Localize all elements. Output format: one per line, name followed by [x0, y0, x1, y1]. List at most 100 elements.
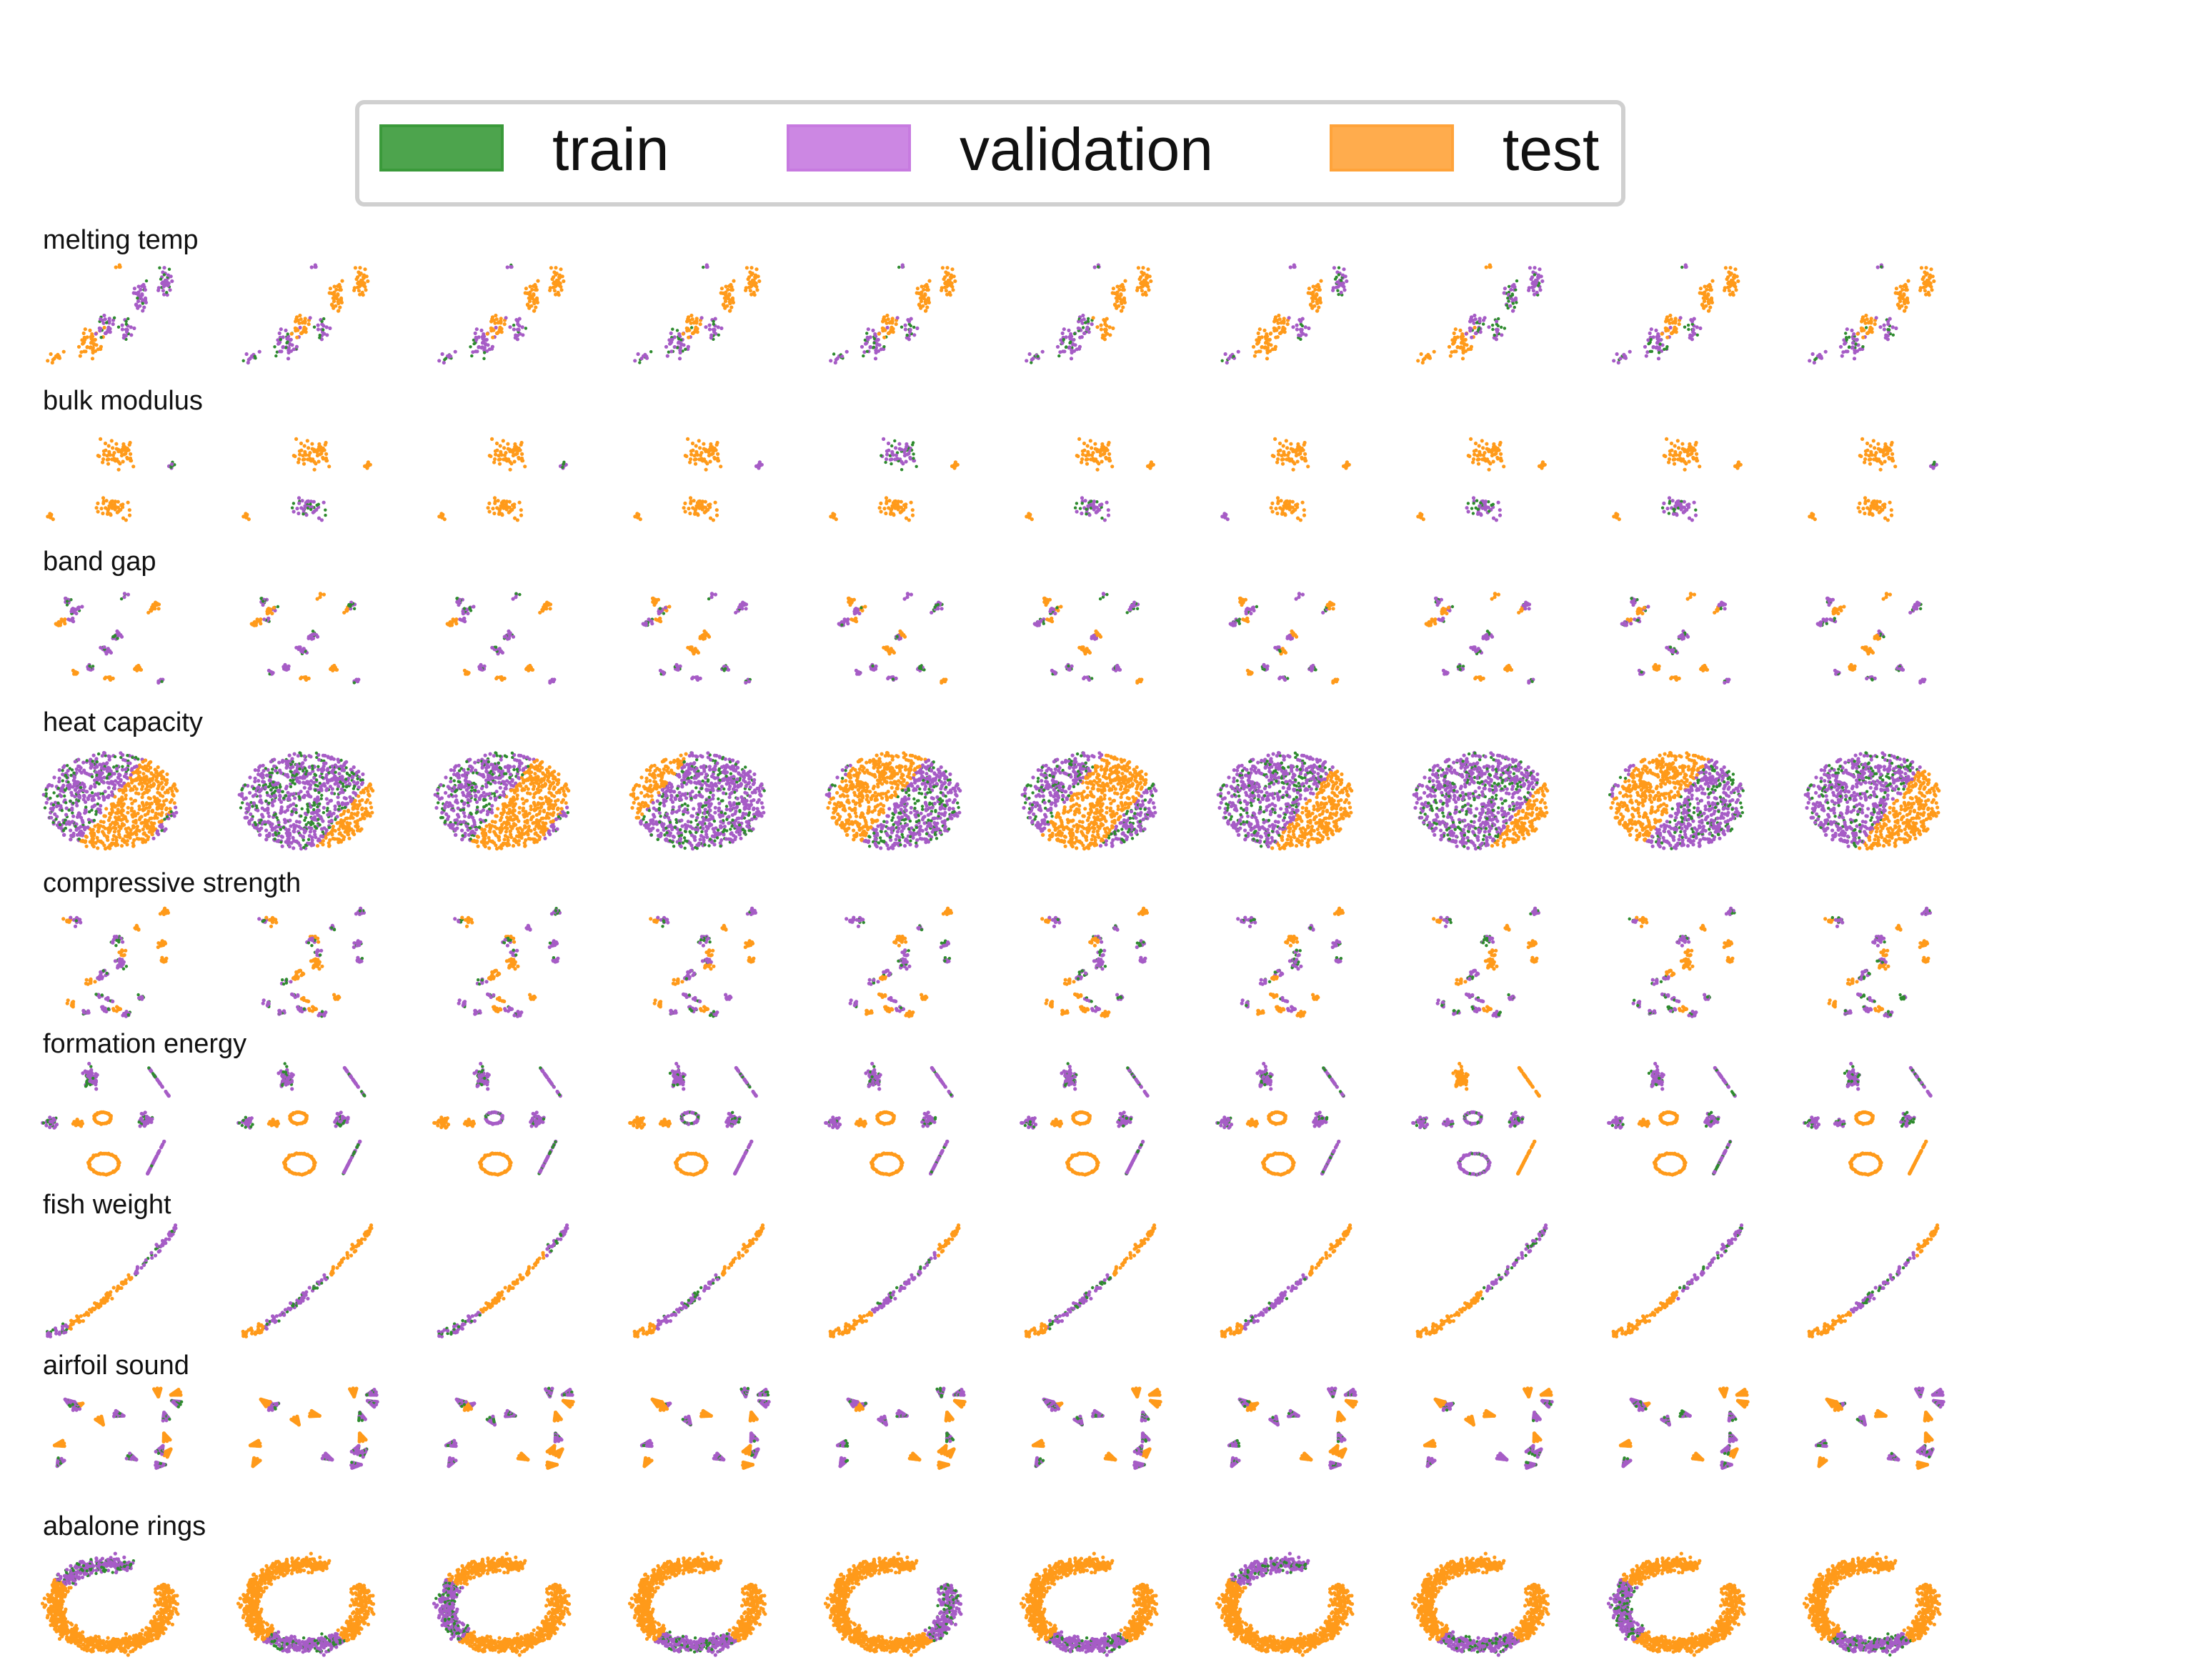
point-test [337, 309, 340, 312]
point-validation [873, 332, 877, 336]
point-test [1473, 326, 1477, 329]
legend-swatch-train [381, 126, 502, 170]
point-test [1307, 287, 1311, 290]
point-train [562, 462, 564, 465]
point-test [487, 502, 491, 505]
point-test [702, 442, 705, 446]
point-validation [106, 328, 110, 332]
point-test [1281, 457, 1285, 461]
point-test [554, 273, 557, 277]
point-test [884, 319, 887, 322]
point-validation [287, 357, 290, 360]
point-test [1149, 279, 1152, 283]
point-validation [1503, 291, 1506, 294]
point-train [832, 352, 835, 355]
point-test [493, 502, 497, 505]
point-train [512, 324, 515, 327]
point-validation [1852, 332, 1855, 336]
point-test [697, 439, 701, 442]
point-test [689, 449, 693, 453]
point-test [520, 457, 524, 460]
point-test [534, 306, 537, 309]
point-validation [278, 349, 282, 353]
point-test [1890, 514, 1893, 517]
point-test [297, 457, 301, 461]
point-test [1270, 502, 1274, 505]
point-test [266, 607, 270, 610]
point-test [1307, 291, 1310, 294]
point-validation [304, 513, 308, 517]
point-test [526, 304, 529, 307]
point-test [945, 273, 949, 277]
point-test [493, 496, 497, 499]
point-validation [295, 507, 299, 510]
point-validation [708, 324, 712, 327]
point-test [1674, 452, 1678, 455]
point-test [536, 301, 539, 304]
point-test [532, 302, 536, 305]
point-test [1664, 327, 1668, 330]
point-test [689, 457, 692, 461]
point-validation [897, 442, 901, 446]
point-test [1865, 332, 1869, 335]
point-test [114, 265, 118, 269]
point-validation [1657, 357, 1660, 360]
point-test [1863, 502, 1867, 505]
point-validation [1090, 322, 1094, 326]
point-test [498, 462, 502, 466]
point-test [559, 267, 562, 271]
point-validation [488, 347, 492, 351]
point-test [114, 442, 118, 446]
point-test [732, 301, 735, 304]
point-validation [1688, 334, 1692, 337]
point-test [108, 452, 111, 455]
panel-split-6 [1025, 263, 1152, 364]
row-bulk-modulus: bulk modulus [43, 386, 1938, 522]
row-label: melting temp [43, 225, 199, 255]
point-train [1030, 361, 1032, 364]
point-test [1123, 279, 1127, 283]
point-test [1302, 514, 1306, 517]
point-train [274, 354, 277, 357]
point-test [512, 502, 516, 506]
point-test [49, 352, 53, 356]
point-train [444, 357, 447, 359]
point-test [497, 321, 500, 324]
point-test [497, 507, 501, 511]
point-test [1107, 443, 1110, 447]
point-validation [1468, 327, 1472, 330]
point-test [686, 437, 689, 441]
point-validation [704, 325, 707, 329]
point-test [1863, 496, 1867, 499]
point-test [1895, 287, 1898, 290]
point-test [509, 462, 513, 465]
point-test [1868, 507, 1871, 511]
point-test [1879, 468, 1883, 472]
point-train [1337, 267, 1340, 269]
point-validation [1853, 351, 1857, 354]
point-test [342, 611, 346, 615]
point-test [1278, 442, 1282, 445]
point-validation [1332, 286, 1335, 289]
point-test [1863, 319, 1866, 322]
point-test [1870, 452, 1873, 455]
point-test [712, 518, 715, 522]
point-test [639, 517, 642, 521]
point-validation [644, 354, 648, 358]
point-test [366, 279, 369, 283]
panel-split-9 [1612, 263, 1740, 364]
point-validation [161, 285, 165, 289]
point-validation [66, 617, 70, 621]
point-test [1894, 291, 1898, 294]
point-test [82, 332, 86, 335]
point-train [1336, 289, 1339, 292]
point-test [1148, 274, 1152, 278]
point-test [1728, 289, 1731, 292]
point-validation [94, 332, 98, 336]
point-test [900, 510, 904, 513]
point-test [922, 288, 925, 292]
point-test [1140, 289, 1144, 292]
point-test [111, 446, 114, 449]
point-validation [262, 617, 266, 621]
point-test [687, 507, 690, 510]
